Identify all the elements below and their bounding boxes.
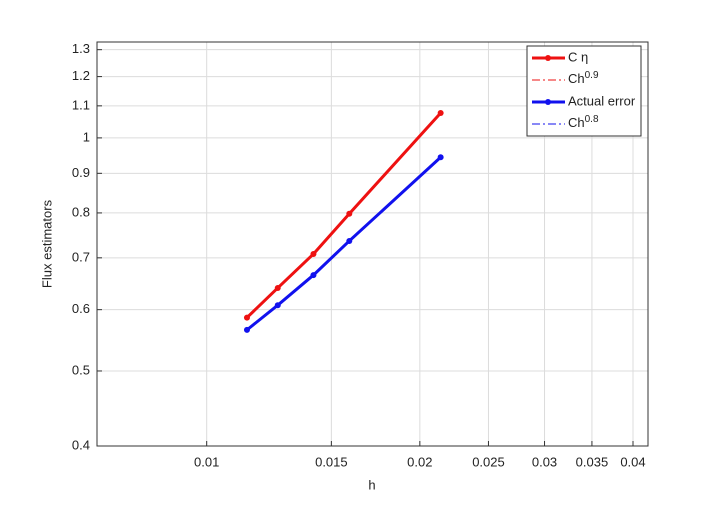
data-point [243, 326, 250, 333]
y-tick-label: 1.3 [72, 41, 90, 56]
legend-label: Actual error [568, 93, 636, 108]
x-tick-label: 0.03 [532, 454, 557, 469]
x-tick-label: 0.04 [620, 454, 645, 469]
data-point [310, 251, 317, 258]
y-tick-label: 0.8 [72, 204, 90, 219]
data-point [437, 109, 444, 116]
data-point [274, 284, 281, 291]
x-axis-label: h [368, 477, 375, 492]
legend-label: Ch0.8 [568, 114, 599, 131]
x-tick-label: 0.035 [576, 454, 609, 469]
legend-marker [545, 55, 551, 61]
y-tick-label: 0.5 [72, 362, 90, 377]
y-tick-label: 1.1 [72, 97, 90, 112]
y-tick-label: 0.7 [72, 249, 90, 264]
data-point [243, 314, 250, 321]
x-tick-label: 0.01 [194, 454, 219, 469]
y-axis-label: Flux estimators [39, 199, 54, 288]
y-tick-label: 1 [83, 129, 90, 144]
x-tick-label: 0.02 [407, 454, 432, 469]
data-point [437, 154, 444, 161]
y-tick-label: 1.2 [72, 68, 90, 83]
x-tick-label: 0.015 [315, 454, 348, 469]
legend-label: Ch0.9 [568, 70, 599, 87]
data-point [346, 237, 353, 244]
legend-marker [545, 99, 551, 105]
data-point [346, 210, 353, 217]
legend-box [526, 45, 642, 137]
y-tick-label: 0.6 [72, 301, 90, 316]
data-point [310, 272, 317, 279]
axes-box [96, 41, 649, 447]
y-tick-label: 0.9 [72, 165, 90, 180]
x-tick-label: 0.025 [472, 454, 505, 469]
legend-label: C η [568, 49, 588, 64]
y-tick-label: 0.4 [72, 437, 90, 452]
data-point [274, 302, 281, 309]
